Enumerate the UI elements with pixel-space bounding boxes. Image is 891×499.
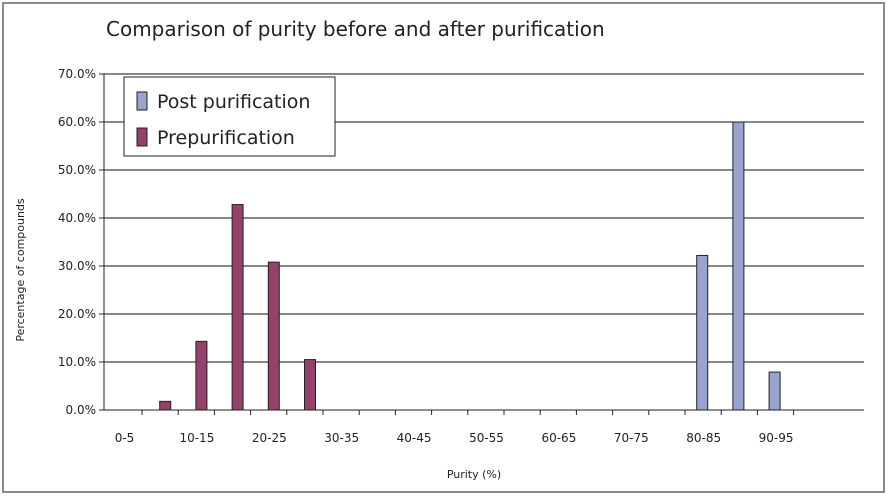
- x-tick-label: 0-5: [115, 431, 135, 445]
- x-axis-title: Purity (%): [447, 468, 501, 481]
- x-tick-label: 70-75: [614, 431, 649, 445]
- x-tick-label: 50-55: [469, 431, 504, 445]
- legend-box: [123, 76, 336, 157]
- bar-prepurification: [304, 359, 316, 411]
- x-tick-label: 10-15: [179, 431, 214, 445]
- chart-title: Comparison of purity before and after pu…: [106, 17, 605, 41]
- x-tick-label: 40-45: [397, 431, 432, 445]
- bar-post-purification: [768, 371, 781, 411]
- bars: [159, 121, 781, 411]
- x-tick-label: 30-35: [324, 431, 359, 445]
- legend-swatch-prepurification: [136, 127, 148, 147]
- chart-frame: Comparison of purity before and after pu…: [2, 2, 885, 493]
- bar-prepurification: [195, 340, 208, 411]
- chart-svg: Comparison of purity before and after pu…: [14, 17, 864, 481]
- y-tick-label: 0.0%: [66, 403, 97, 417]
- x-tick-label: 90-95: [759, 431, 794, 445]
- legend-label-prepurification: Prepurification: [157, 127, 295, 149]
- bar-post-purification: [732, 121, 745, 411]
- x-tick-label: 60-65: [541, 431, 576, 445]
- y-tick-label: 70.0%: [58, 67, 96, 81]
- legend-swatch-post-purification: [136, 91, 148, 111]
- legend-label-post-purification: Post purification: [157, 91, 310, 113]
- bar-post-purification: [696, 254, 709, 411]
- y-tick-label: 40.0%: [58, 211, 96, 225]
- y-tick-label: 60.0%: [58, 115, 96, 129]
- x-tick-label: 20-25: [252, 431, 287, 445]
- y-tick-label: 10.0%: [58, 355, 96, 369]
- y-tick-label: 50.0%: [58, 163, 96, 177]
- x-tick-label: 80-85: [686, 431, 721, 445]
- y-tick-label: 20.0%: [58, 307, 96, 321]
- legend: Post purification Prepurification: [123, 76, 336, 157]
- y-axis-title: Percentage of compounds: [14, 198, 27, 342]
- bar-prepurification: [159, 400, 172, 411]
- y-tick-label: 30.0%: [58, 259, 96, 273]
- bar-prepurification: [267, 261, 280, 411]
- bar-prepurification: [231, 204, 244, 411]
- y-axis-ticks: 0.0% 10.0% 20.0% 30.0% 40.0% 50.0% 60.0% 70.0%: [58, 67, 104, 417]
- x-axis-ticks: 0-5 10-15 20-25 30-35 40-45 50-55 60-65 70-75 80…: [115, 410, 795, 445]
